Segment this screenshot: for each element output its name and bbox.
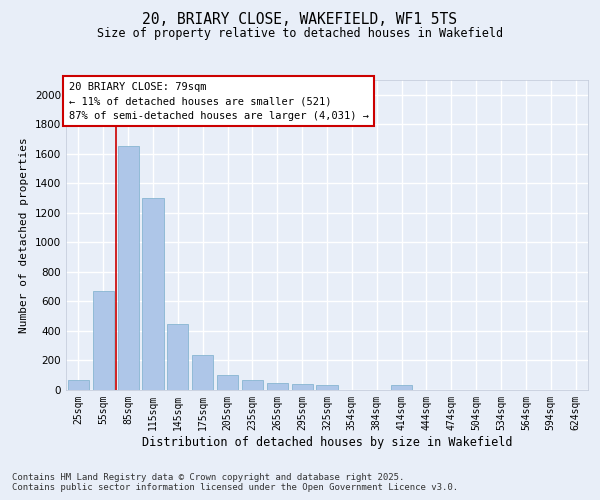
- Bar: [142, 198, 164, 390]
- Y-axis label: Number of detached properties: Number of detached properties: [19, 137, 29, 333]
- Bar: [118, 146, 139, 390]
- Bar: [217, 375, 238, 390]
- Bar: [192, 354, 213, 390]
- Text: 20 BRIARY CLOSE: 79sqm
← 11% of detached houses are smaller (521)
87% of semi-de: 20 BRIARY CLOSE: 79sqm ← 11% of detached…: [68, 82, 368, 121]
- Text: 20, BRIARY CLOSE, WAKEFIELD, WF1 5TS: 20, BRIARY CLOSE, WAKEFIELD, WF1 5TS: [143, 12, 458, 28]
- Bar: [167, 324, 188, 390]
- Bar: [316, 385, 338, 390]
- Bar: [68, 380, 89, 390]
- Text: Size of property relative to detached houses in Wakefield: Size of property relative to detached ho…: [97, 28, 503, 40]
- Bar: [93, 291, 114, 390]
- Bar: [292, 384, 313, 390]
- Bar: [242, 380, 263, 390]
- X-axis label: Distribution of detached houses by size in Wakefield: Distribution of detached houses by size …: [142, 436, 512, 448]
- Bar: [267, 382, 288, 390]
- Text: Contains HM Land Registry data © Crown copyright and database right 2025.
Contai: Contains HM Land Registry data © Crown c…: [12, 473, 458, 492]
- Bar: [391, 385, 412, 390]
